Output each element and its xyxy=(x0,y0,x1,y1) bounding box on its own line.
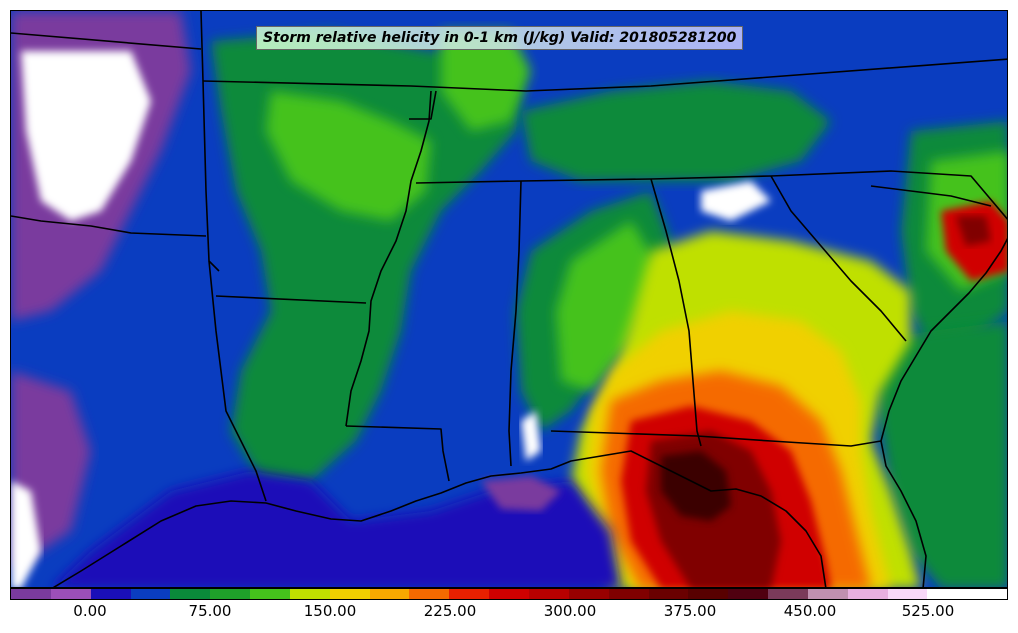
state-boundaries xyxy=(11,11,1007,587)
colorbar-segment xyxy=(130,589,171,599)
colorbar-tick-label: 0.00 xyxy=(73,602,107,620)
colorbar-segment xyxy=(847,589,888,599)
colorbar-segment xyxy=(210,589,251,599)
colorbar-segment xyxy=(568,589,609,599)
helicity-field xyxy=(11,11,1007,587)
colorbar-segment xyxy=(90,589,131,599)
colorbar-segment xyxy=(608,589,649,599)
colorbar-tick-label: 75.00 xyxy=(188,602,232,620)
colorbar-segment xyxy=(927,589,968,599)
state-line xyxy=(11,32,202,50)
colorbar-segment xyxy=(409,589,450,599)
colorbar-segment xyxy=(11,589,51,599)
colorbar-segment xyxy=(289,589,330,599)
field-region-dark-red xyxy=(956,216,991,246)
colorbar-segment xyxy=(967,589,1008,599)
colorbar-segment xyxy=(728,589,769,599)
colorbar-segment xyxy=(329,589,370,599)
field-region-low xyxy=(53,471,621,587)
field-region-low-mid xyxy=(521,81,831,181)
field-region-very-dark xyxy=(661,451,731,521)
colorbar-tick-label: 450.00 xyxy=(783,602,837,620)
field-region-missing xyxy=(21,51,151,221)
helicity-map xyxy=(11,11,1007,587)
field-region-mid xyxy=(556,221,661,391)
field-region-mid xyxy=(441,31,531,131)
coastline xyxy=(52,450,827,587)
map-panel: Storm relative helicity in 0-1 km (J/kg)… xyxy=(10,10,1008,588)
mississippi-river xyxy=(345,90,432,427)
colorbar-tick-label: 225.00 xyxy=(423,602,477,620)
colorbar-tick-label: 375.00 xyxy=(663,602,717,620)
colorbar xyxy=(10,588,1008,600)
field-region-missing xyxy=(11,481,41,587)
state-line xyxy=(345,425,450,482)
state-line xyxy=(208,260,267,502)
colorbar-labels: 0.00 75.00 150.00 225.00 300.00 375.00 450.00 5… xyxy=(10,602,1008,626)
colorbar-segment xyxy=(449,589,490,599)
field-region-negative xyxy=(481,476,561,511)
state-line xyxy=(202,58,1007,92)
colorbar-segment xyxy=(648,589,689,599)
colorbar-tick-label: 300.00 xyxy=(543,602,597,620)
field-region-low-mid xyxy=(871,321,1007,587)
colorbar-segment xyxy=(688,589,729,599)
florida-east-coast xyxy=(880,238,1007,587)
state-line xyxy=(770,175,907,342)
colorbar-segment xyxy=(369,589,410,599)
colorbar-segment xyxy=(489,589,529,599)
state-line xyxy=(215,295,367,304)
colorbar-segment xyxy=(768,589,808,599)
colorbar-segment xyxy=(528,589,569,599)
colorbar-segment xyxy=(807,589,848,599)
colorbar-tick-label: 525.00 xyxy=(901,602,955,620)
colorbar-segment xyxy=(250,589,290,599)
colorbar-segment xyxy=(887,589,928,599)
colorbar-tick-label: 150.00 xyxy=(303,602,357,620)
state-line xyxy=(870,185,992,207)
colorbar-segment xyxy=(170,589,211,599)
colorbar-segment xyxy=(50,589,91,599)
state-line xyxy=(409,90,437,120)
state-line xyxy=(200,11,220,272)
state-line xyxy=(508,180,522,467)
field-region-missing xyxy=(701,181,771,221)
map-title: Storm relative helicity in 0-1 km (J/kg)… xyxy=(256,26,744,50)
state-line xyxy=(550,430,882,447)
field-region-mid xyxy=(266,91,431,221)
state-line xyxy=(650,178,702,447)
state-line xyxy=(11,215,207,237)
field-region-missing xyxy=(521,411,541,461)
